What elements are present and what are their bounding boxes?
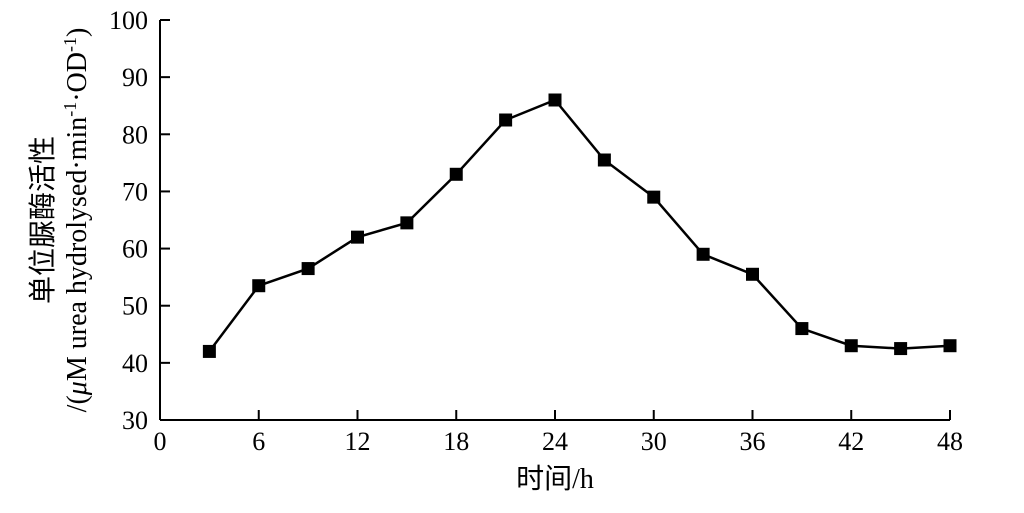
x-tick-label: 36	[740, 427, 766, 456]
data-marker	[845, 340, 857, 352]
series-line	[209, 100, 950, 351]
data-marker	[747, 268, 759, 280]
data-marker	[352, 231, 364, 243]
x-tick-label: 18	[443, 427, 469, 456]
x-tick-label: 6	[252, 427, 265, 456]
x-tick-label: 12	[345, 427, 371, 456]
x-tick-label: 30	[641, 427, 667, 456]
y-tick-label: 40	[122, 349, 148, 378]
y-tick-label: 30	[122, 406, 148, 435]
y-tick-label: 50	[122, 292, 148, 321]
x-tick-label: 42	[838, 427, 864, 456]
y-tick-label: 80	[122, 120, 148, 149]
data-marker	[549, 94, 561, 106]
data-marker	[796, 323, 808, 335]
y-tick-label: 60	[122, 235, 148, 264]
y-tick-label: 100	[109, 6, 148, 35]
data-marker	[253, 280, 265, 292]
data-marker	[895, 343, 907, 355]
y-axis-title-cn: 单位脲酶活性	[27, 136, 59, 304]
x-axis-title: 时间/h	[516, 463, 594, 495]
data-marker	[697, 248, 709, 260]
x-tick-label: 0	[154, 427, 167, 456]
y-tick-label: 70	[122, 177, 148, 206]
data-marker	[500, 114, 512, 126]
data-marker	[203, 345, 215, 357]
x-tick-label: 48	[937, 427, 963, 456]
chart-container: 0 6 12 18 24 30 36 42 48 30 40 50 60 70 80 90 100 时间/h 单位脲…	[0, 0, 1024, 513]
data-marker	[944, 340, 956, 352]
y-axis-title: 单位脲酶活性/(μM urea hydrolysed·min-1·OD-1)	[27, 28, 93, 413]
y-tick-label: 90	[122, 63, 148, 92]
line-chart: 0 6 12 18 24 30 36 42 48 30 40 50 60 70 80 90 100 时间/h 单位脲…	[0, 0, 1024, 513]
data-marker	[302, 263, 314, 275]
data-marker	[648, 191, 660, 203]
y-axis-title-unit: /(μM urea hydrolysed·min-1·OD-1)	[60, 28, 93, 413]
data-marker	[401, 217, 413, 229]
data-marker	[598, 154, 610, 166]
x-tick-label: 24	[542, 427, 568, 456]
data-marker	[450, 168, 462, 180]
